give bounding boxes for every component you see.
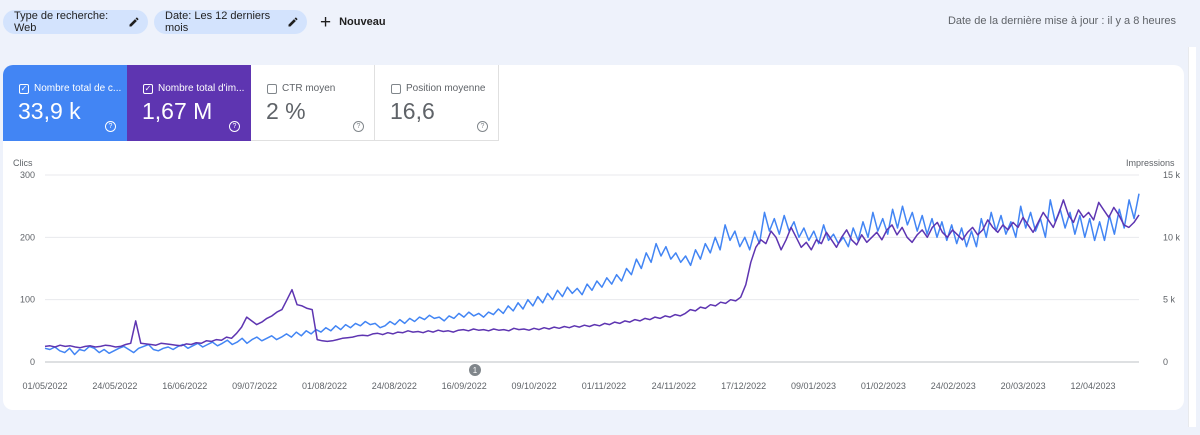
plus-icon: + — [320, 11, 332, 33]
edit-pencil-icon — [128, 16, 140, 28]
x-axis-tick: 17/12/2022 — [721, 381, 766, 391]
clicks-series-line — [44, 193, 1140, 356]
left-axis-tick: 100 — [20, 295, 35, 305]
annotation-marker-label: 1 — [473, 366, 478, 375]
x-axis-tick: 20/03/2023 — [1001, 381, 1046, 391]
date-filter-chip[interactable]: Date: Les 12 derniers mois — [154, 10, 307, 34]
x-axis-tick: 01/02/2023 — [861, 381, 906, 391]
checkbox-checked-icon: ✓ — [143, 83, 153, 94]
help-icon[interactable]: ? — [105, 121, 116, 132]
left-axis-title: Clics — [13, 158, 33, 168]
metric-card-position[interactable]: Position moyenne 16,6 ? — [375, 65, 499, 141]
metric-label-clicks: ✓ Nombre total de c... — [19, 83, 121, 94]
metric-value-impressions: 1,67 M — [142, 98, 213, 124]
search-type-label: Type de recherche: Web — [14, 10, 109, 34]
search-type-filter-chip[interactable]: Type de recherche: Web — [3, 10, 148, 34]
metric-label-text: Nombre total d'im... — [158, 83, 245, 94]
x-axis-tick: 24/05/2022 — [92, 381, 137, 391]
x-axis-tick: 09/10/2022 — [512, 381, 557, 391]
x-axis-tick: 01/11/2022 — [582, 381, 626, 391]
x-axis-tick: 01/05/2022 — [22, 381, 67, 391]
x-axis-tick: 12/04/2023 — [1070, 381, 1115, 391]
x-axis-tick: 16/09/2022 — [442, 381, 487, 391]
right-axis-tick: 10 k — [1163, 232, 1181, 242]
edit-pencil-icon — [287, 16, 299, 28]
annotation-marker — [469, 364, 481, 376]
x-axis-tick: 24/08/2022 — [372, 381, 417, 391]
checkbox-unchecked-icon — [267, 83, 277, 94]
x-axis-tick: 01/08/2022 — [302, 381, 347, 391]
metric-label-text: Nombre total de c... — [34, 83, 122, 94]
last-update-text: Date de la dernière mise à jour : il y a… — [947, 15, 1176, 27]
metric-label-text: CTR moyen — [282, 83, 336, 94]
x-axis-tick: 09/07/2022 — [232, 381, 277, 391]
metric-card-impressions[interactable]: ✓ Nombre total d'im... 1,67 M ? — [127, 65, 251, 141]
add-filter-label: Nouveau — [339, 16, 386, 28]
right-axis-tick: 15 k — [1163, 170, 1181, 180]
x-axis-tick: 24/11/2022 — [652, 381, 696, 391]
metric-card-clicks[interactable]: ✓ Nombre total de c... 33,9 k ? — [3, 65, 127, 141]
help-icon[interactable]: ? — [229, 121, 240, 132]
add-filter-button[interactable]: + Nouveau — [320, 10, 386, 34]
metric-label-position: Position moyenne — [391, 83, 486, 94]
x-axis-tick: 16/06/2022 — [162, 381, 207, 391]
performance-card: ✓ Nombre total de c... 33,9 k ? ✓ Nombre… — [3, 65, 1184, 410]
metric-value-ctr: 2 % — [266, 98, 306, 124]
checkbox-checked-icon: ✓ — [19, 83, 29, 94]
page-scrollbar[interactable] — [1188, 47, 1196, 427]
metric-value-clicks: 33,9 k — [18, 98, 81, 124]
metric-card-ctr[interactable]: CTR moyen 2 % ? — [251, 65, 375, 141]
help-icon[interactable]: ? — [477, 121, 488, 132]
left-axis-tick: 300 — [20, 170, 35, 180]
filter-bar: Type de recherche: Web Date: Les 12 dern… — [0, 0, 1200, 44]
metric-label-impressions: ✓ Nombre total d'im... — [143, 83, 244, 94]
x-axis-tick: 24/02/2023 — [931, 381, 976, 391]
right-axis-tick: 0 — [1163, 357, 1168, 367]
left-axis-tick: 0 — [30, 357, 35, 367]
right-axis-title: Impressions — [1126, 158, 1175, 168]
metric-value-position: 16,6 — [390, 98, 435, 124]
performance-chart: 0 100 200 300 0 5 k 10 k 15 k 01/05/2022 24/05/20… — [20, 170, 1181, 391]
help-icon[interactable]: ? — [353, 121, 364, 132]
date-filter-label: Date: Les 12 derniers mois — [165, 10, 271, 34]
left-axis-tick: 200 — [20, 232, 35, 242]
impressions-series-line — [44, 199, 1140, 349]
x-axis-tick: 09/01/2023 — [791, 381, 836, 391]
metric-label-ctr: CTR moyen — [267, 83, 335, 94]
metric-label-text: Position moyenne — [406, 83, 486, 94]
checkbox-unchecked-icon — [391, 83, 401, 94]
right-axis-tick: 5 k — [1163, 295, 1176, 305]
